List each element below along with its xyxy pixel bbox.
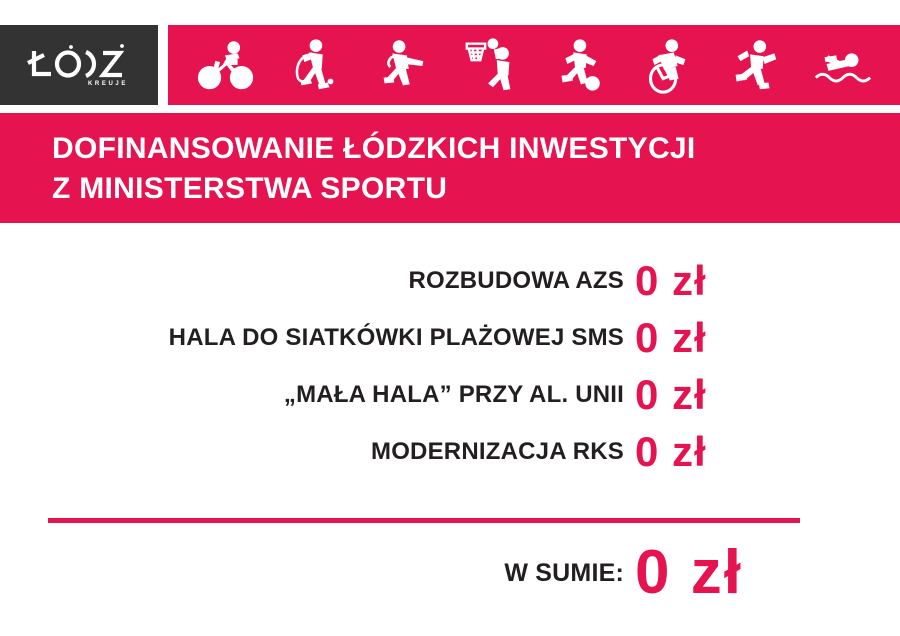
investment-amount: 0 zł	[635, 370, 707, 418]
list-item: ROZBUDOWA AZS 0 zł	[0, 252, 900, 309]
lodz-wordmark-icon	[27, 44, 125, 78]
basketball-icon	[465, 38, 511, 91]
volleyball-icon	[383, 40, 424, 86]
total-row: W SUMIE: 0 zł	[0, 538, 900, 608]
investment-amount: 0 zł	[635, 256, 707, 304]
list-item: HALA DO SIATKÓWKI PLAŻOWEJ SMS 0 zł	[0, 309, 900, 366]
investment-label: HALA DO SIATKÓWKI PLAŻOWEJ SMS	[168, 323, 624, 351]
investment-amount: 0 zł	[635, 313, 707, 361]
list-item: MODERNIZACJA RKS 0 zł	[0, 423, 900, 480]
list-item: „MAŁA HALA” PRZY AL. UNII 0 zł	[0, 366, 900, 423]
investment-label: „MAŁA HALA” PRZY AL. UNII	[283, 380, 624, 408]
total-amount: 0 zł	[635, 538, 743, 607]
investment-list: ROZBUDOWA AZS 0 zł HALA DO SIATKÓWKI PLA…	[0, 252, 900, 480]
logo-tagline: KREUJE	[88, 81, 128, 87]
investment-label: ROZBUDOWA AZS	[408, 266, 624, 294]
swimming-icon	[814, 53, 872, 83]
lodz-logo-block: KREUJE	[0, 25, 158, 105]
ice-hockey-icon	[295, 39, 334, 90]
investment-label: MODERNIZACJA RKS	[371, 437, 624, 465]
football-icon	[561, 39, 600, 91]
page-title-line-1: DOFINANSOWANIE ŁÓDZKICH INWESTYCJI	[52, 132, 696, 165]
title-banner: DOFINANSOWANIE ŁÓDZKICH INWESTYCJI Z MIN…	[0, 113, 900, 223]
sport-icon-strip	[168, 25, 900, 105]
running-icon	[735, 40, 777, 90]
page-title-line-2: Z MINISTERSTWA SPORTU	[52, 172, 448, 205]
header-strip: KREUJE	[0, 25, 900, 105]
total-label: W SUMIE:	[504, 558, 624, 587]
track-cycling-icon	[648, 39, 686, 94]
investment-amount: 0 zł	[635, 427, 707, 475]
cycling-icon	[197, 41, 254, 90]
total-divider	[48, 518, 800, 523]
